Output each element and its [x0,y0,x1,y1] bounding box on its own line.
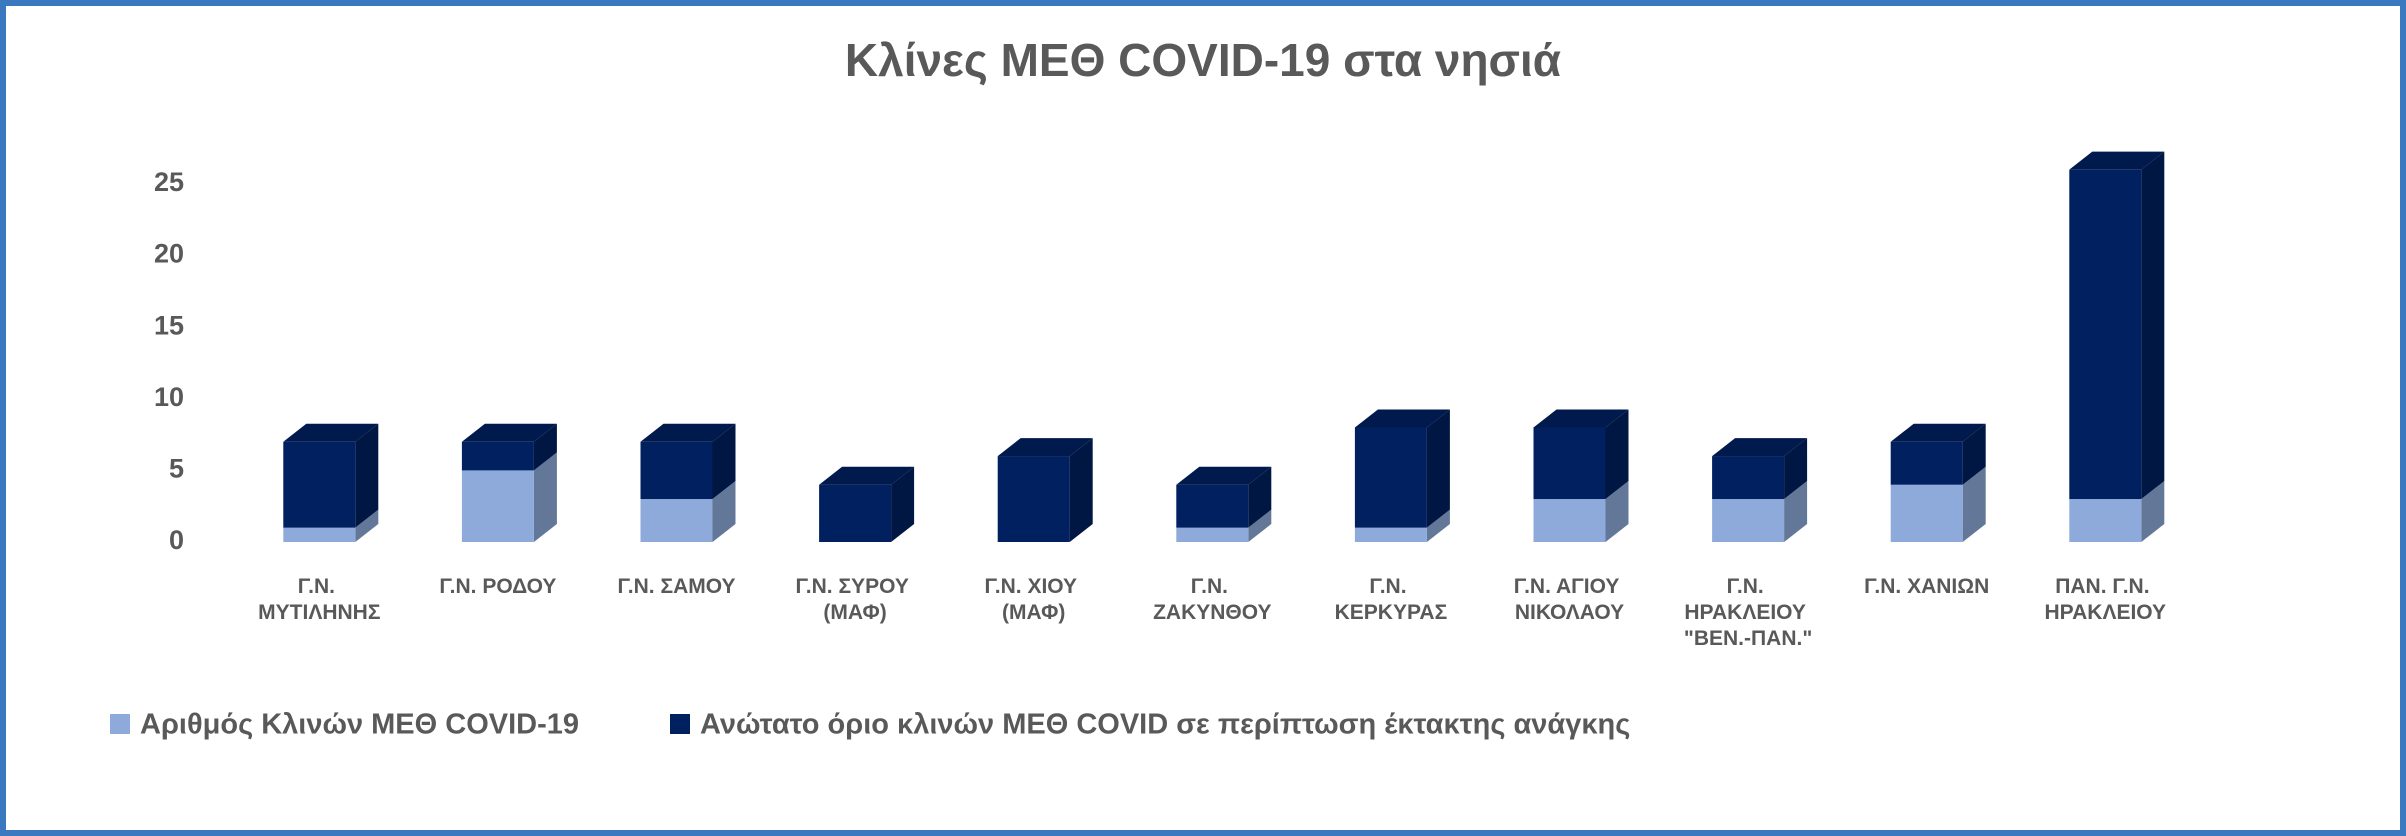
bar [1533,427,1606,500]
x-tick-label: Γ.Ν. ΣΥΡΟΥ (ΜΑΦ) [795,575,914,624]
bar [1533,499,1606,542]
bar [1890,441,1963,485]
bar [1890,484,1963,542]
x-tick-label: Γ.Ν. ΜΥΤΙΛΗΝΗΣ [258,575,380,624]
bar [283,527,356,542]
y-tick-label: 25 [154,167,184,197]
x-tick-label: Γ.Ν. ΗΡΑΚΛΕΙΟΥ "ΒΕΝ.-ΠΑΝ." [1684,575,1812,650]
bar-side [712,481,736,542]
bar [2069,169,2142,500]
bar-top [283,423,379,442]
legend-swatch [110,714,130,734]
bar-top [997,438,1093,457]
y-tick-label: 0 [169,525,184,555]
bar [1354,427,1427,528]
bar-side [1248,466,1272,528]
y-tick-label: 20 [154,239,184,269]
legend-label: Ανώτατο όριο κλινών ΜΕΘ COVID σε περίπτω… [700,709,1630,741]
bar-top [1354,409,1450,428]
x-tick-label: Γ.Ν. ΡΟΔΟΥ [439,575,556,598]
bar-side [1426,409,1450,528]
bar [819,484,892,542]
bar-side [355,509,379,542]
legend-label: Αριθμός Κλινών ΜΕΘ COVID-19 [140,709,579,741]
bar-top [1176,466,1272,485]
bar [1176,527,1249,542]
bar-top [461,423,557,442]
bar-side [1605,481,1629,542]
bar [1712,456,1785,500]
legend-swatch [670,714,690,734]
y-tick-label: 15 [154,310,184,340]
y-tick-label: 10 [154,382,184,412]
bar-side [1069,438,1093,542]
bar-side [533,423,557,471]
bar [1354,527,1427,542]
bar-side [1962,423,1986,485]
bar [997,456,1070,542]
bar [461,470,534,542]
bar-side [891,466,915,542]
x-tick-label: Γ.Ν. ΧΑΝΙΩΝ [1864,575,1989,598]
bar [1176,484,1249,528]
x-tick-label: Γ.Ν. ΖΑΚΥΝΘΟΥ [1153,575,1271,624]
bar-side [712,423,736,500]
bar [640,499,713,542]
bar-side [1784,481,1808,542]
bar-top [1533,409,1629,428]
bar-top [819,466,915,485]
bar-side [1605,409,1629,500]
x-tick-label: Γ.Ν. ΧΙΟΥ (ΜΑΦ) [984,575,1082,624]
bar-side [2141,151,2165,500]
bar [2069,499,2142,542]
bar-side [2141,481,2165,542]
y-tick-label: 5 [169,454,184,484]
x-tick-label: Γ.Ν. ΑΓΙΟΥ ΝΙΚΟΛΑΟΥ [1514,575,1625,624]
bar-top [640,423,736,442]
chart-title: Κλίνες ΜΕΘ COVID-19 στα νησιά [845,34,1561,86]
bar-side [1248,509,1272,542]
bar [1712,499,1785,542]
x-tick-label: Γ.Ν. ΚΕΡΚΥΡΑΣ [1335,575,1448,624]
bar-side [1962,466,1986,542]
bar-side [1426,509,1450,542]
bar-side [533,452,557,542]
x-tick-label: ΠΑΝ. Γ.Ν. ΗΡΑΚΛΕΙΟΥ [2045,575,2167,624]
bar [461,441,534,471]
bar-top [1712,438,1808,457]
x-tick-label: Γ.Ν. ΣΑΜΟΥ [617,575,735,598]
bar-side [1784,438,1808,500]
bar [283,441,356,528]
bar-side [355,423,379,528]
bar-top [2069,151,2165,170]
bar-top [1890,423,1986,442]
bar [640,441,713,500]
